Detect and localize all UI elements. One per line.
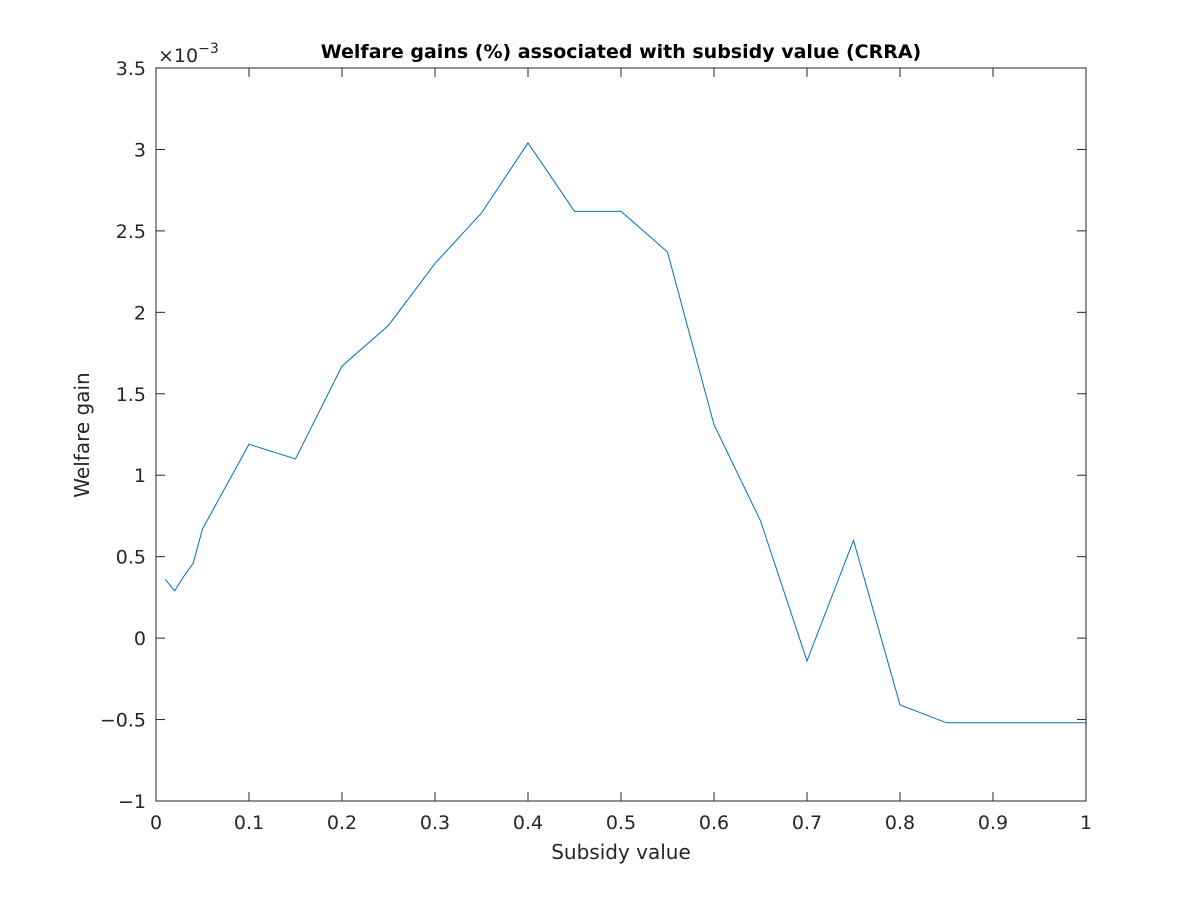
- x-tick-label: 0.3: [420, 812, 450, 834]
- x-axis-label: Subsidy value: [551, 840, 691, 864]
- y-multiplier-exponent: −3: [198, 41, 219, 57]
- y-tick-label: −0.5: [100, 710, 146, 732]
- chart-title: Welfare gains (%) associated with subsid…: [321, 41, 922, 63]
- x-tick-label: 0.8: [885, 812, 915, 834]
- y-tick-label: 2: [134, 302, 146, 324]
- y-tick-label: 0: [134, 628, 146, 650]
- x-tick-label: 1: [1080, 812, 1092, 834]
- y-tick-label: 2.5: [116, 221, 146, 243]
- y-tick-label: 3.5: [116, 58, 146, 80]
- y-multiplier-base: ×10: [158, 45, 198, 67]
- y-tick-label: 0.5: [116, 547, 146, 569]
- x-tick-label: 0.6: [699, 812, 729, 834]
- x-tick-label: 0.5: [606, 812, 636, 834]
- x-tick-label: 0.7: [792, 812, 822, 834]
- plot-area: [156, 68, 1086, 801]
- axes-box: [155, 67, 1087, 802]
- x-tick-labels: 0 0.1 0.2 0.3 0.4 0.5 0.6 0.7 0.8 0.9 1: [150, 812, 1092, 834]
- y-axis-label: Welfare gain: [70, 372, 94, 497]
- y-tick-label: 1: [134, 465, 146, 487]
- y-multiplier-label: ×10−3: [158, 41, 219, 67]
- y-tick-label: 3: [134, 139, 146, 161]
- series-lines: [164, 142, 1086, 724]
- series-line: [164, 142, 1086, 724]
- x-tick-label: 0: [150, 812, 162, 834]
- y-tick-label: 1.5: [116, 384, 146, 406]
- x-tick-label: 0.9: [978, 812, 1008, 834]
- x-tick-label: 0.4: [513, 812, 543, 834]
- y-tick-label: −1: [118, 791, 146, 813]
- x-tick-label: 0.1: [234, 812, 264, 834]
- y-tick-labels: −1 −0.5 0 0.5 1 1.5 2 2.5 3 3.5: [100, 58, 146, 813]
- x-tick-label: 0.2: [327, 812, 357, 834]
